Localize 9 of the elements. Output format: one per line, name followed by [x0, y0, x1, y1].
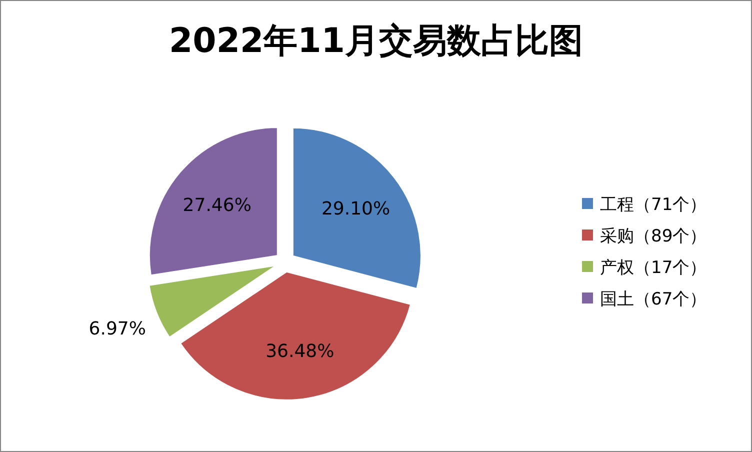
- data-label: 36.48%: [266, 341, 334, 362]
- data-label: 29.10%: [321, 198, 390, 220]
- legend-label: 产权（17个）: [600, 258, 707, 278]
- data-label: 27.46%: [182, 194, 252, 216]
- legend-label: 采购（89个）: [600, 226, 707, 246]
- legend-label: 国土（67个）: [600, 290, 707, 310]
- legend-label: 工程（71个）: [600, 195, 707, 215]
- chart-title: 2022年11月交易数占比图: [169, 21, 583, 61]
- data-label: 6.97%: [88, 318, 146, 340]
